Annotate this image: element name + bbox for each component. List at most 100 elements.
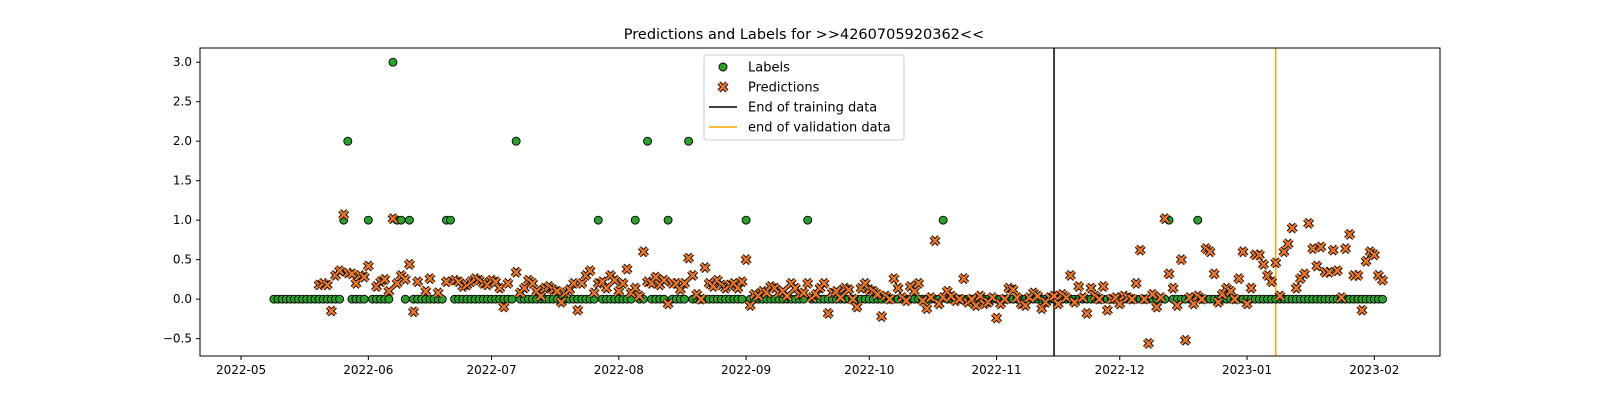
y-tick-label: 0.0 xyxy=(173,292,192,306)
label-point xyxy=(404,215,414,225)
prediction-point xyxy=(1327,244,1339,256)
prediction-point xyxy=(1060,292,1072,304)
prediction-point xyxy=(1097,281,1109,292)
prediction-point xyxy=(535,290,547,302)
prediction-point xyxy=(658,274,670,286)
prediction-point xyxy=(662,298,674,310)
y-axis: −0.5 0.0 0.5 1.0 1.5 2.0 2.5 3.0 xyxy=(163,55,200,346)
prediction-point xyxy=(847,293,859,305)
legend-marker-predictions xyxy=(717,81,729,93)
prediction-point xyxy=(835,292,847,304)
prediction-point xyxy=(802,277,814,289)
prediction-point xyxy=(338,209,350,221)
label-point xyxy=(384,294,394,304)
prediction-point xyxy=(884,293,896,305)
label-point xyxy=(1378,294,1387,304)
prediction-point xyxy=(1052,298,1064,310)
prediction-point xyxy=(502,277,514,289)
prediction-point xyxy=(1147,288,1159,300)
prediction-point xyxy=(1237,246,1249,258)
label-point xyxy=(741,215,751,225)
prediction-point xyxy=(1069,296,1081,308)
x-axis: 2022-05 2022-06 2022-07 2022-08 2022-09 2022-… xyxy=(216,356,1399,377)
prediction-point xyxy=(818,277,830,289)
prediction-point xyxy=(633,290,645,302)
prediction-point xyxy=(1307,243,1319,255)
prediction-point xyxy=(695,293,707,305)
prediction-point xyxy=(1229,293,1241,305)
prediction-point xyxy=(1311,260,1323,272)
prediction-point xyxy=(325,305,337,317)
prediction-point xyxy=(358,271,370,283)
x-tick-label: 2022-12 xyxy=(1095,363,1145,377)
prediction-point xyxy=(1130,277,1142,289)
prediction-point xyxy=(1266,276,1278,288)
prediction-point xyxy=(958,273,970,285)
label-point xyxy=(335,294,345,304)
prediction-point xyxy=(420,285,432,297)
label-point xyxy=(630,215,640,225)
predictions-series xyxy=(313,209,1389,349)
label-point xyxy=(1193,215,1203,225)
prediction-point xyxy=(736,276,748,288)
prediction-point xyxy=(822,307,834,319)
prediction-point xyxy=(1377,274,1389,286)
prediction-point xyxy=(346,268,358,280)
prediction-point xyxy=(613,285,625,297)
prediction-point xyxy=(584,265,596,277)
prediction-point xyxy=(986,292,998,304)
label-point xyxy=(684,136,694,146)
x-tick-label: 2022-07 xyxy=(466,363,516,377)
x-tick-label: 2022-05 xyxy=(216,363,266,377)
prediction-point xyxy=(601,282,612,294)
y-tick-label: 2.0 xyxy=(173,134,192,148)
prediction-point xyxy=(991,312,1003,324)
y-tick-label: 0.5 xyxy=(173,253,192,267)
prediction-point xyxy=(1241,298,1253,310)
label-point xyxy=(803,215,813,225)
prediction-point xyxy=(929,235,941,247)
prediction-point xyxy=(1093,293,1105,305)
prediction-point xyxy=(494,282,506,294)
prediction-point xyxy=(933,298,945,310)
prediction-point xyxy=(781,290,793,302)
prediction-point xyxy=(1208,268,1220,280)
reference-lines xyxy=(1053,48,1277,356)
prediction-point xyxy=(1196,293,1208,305)
prediction-point xyxy=(412,276,424,288)
legend-label: End of training data xyxy=(748,101,877,116)
prediction-point xyxy=(572,304,584,316)
label-point xyxy=(938,215,948,225)
prediction-point xyxy=(432,287,444,299)
prediction-point xyxy=(362,260,374,272)
prediction-point xyxy=(917,295,929,307)
prediction-point xyxy=(350,277,362,289)
prediction-point xyxy=(900,295,912,307)
label-point xyxy=(343,136,353,146)
prediction-point xyxy=(851,301,863,313)
prediction-point xyxy=(510,266,522,278)
prediction-point xyxy=(334,265,346,277)
prediction-point xyxy=(1171,299,1183,311)
prediction-point xyxy=(1023,292,1035,304)
x-tick-label: 2022-08 xyxy=(594,363,644,377)
label-point xyxy=(388,57,398,67)
prediction-point xyxy=(576,277,588,289)
label-point xyxy=(507,294,517,304)
prediction-point xyxy=(1101,304,1113,316)
prediction-point xyxy=(798,287,810,299)
prediction-point xyxy=(498,301,510,313)
prediction-point xyxy=(1225,285,1237,297)
prediction-point xyxy=(1167,282,1179,294)
y-tick-label: 1.5 xyxy=(173,174,192,188)
prediction-point xyxy=(1126,293,1138,305)
x-tick-label: 2022-06 xyxy=(343,363,393,377)
prediction-point xyxy=(876,311,888,322)
x-tick-label: 2023-01 xyxy=(1222,363,1272,377)
prediction-point xyxy=(440,276,452,288)
prediction-point xyxy=(399,273,411,285)
prediction-point xyxy=(403,258,415,270)
prediction-point xyxy=(1315,241,1327,253)
prediction-point xyxy=(1159,213,1171,225)
